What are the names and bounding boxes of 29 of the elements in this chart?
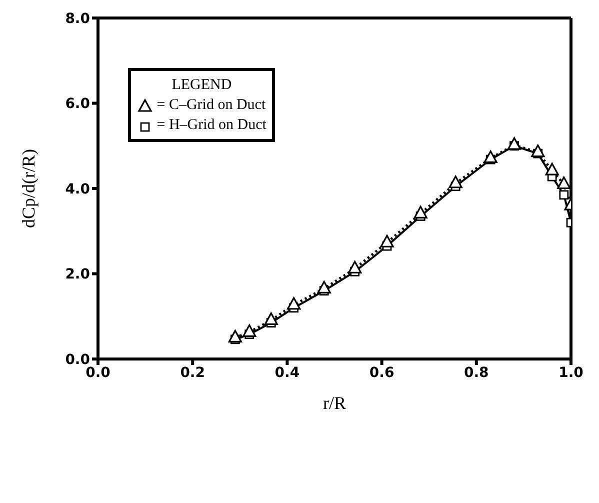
x-tick-label: 1.0 — [558, 364, 584, 381]
point — [287, 297, 301, 310]
y-tick-label: 2.0 — [65, 266, 90, 283]
point — [545, 162, 559, 176]
point — [414, 206, 428, 218]
legend-title: LEGEND — [170, 76, 233, 95]
x-tick-label: 0.8 — [464, 364, 489, 381]
x-tick-label: 0.2 — [180, 364, 206, 381]
point — [484, 150, 498, 164]
point — [380, 234, 394, 248]
legend-label: = C–Grid on Duct — [156, 96, 266, 115]
y-tick-label: 4.0 — [65, 181, 90, 198]
point — [242, 324, 256, 337]
point — [448, 176, 462, 188]
x-tick-label: 0.6 — [369, 364, 394, 381]
point — [531, 144, 545, 158]
legend-label: = H–Grid on Duct — [156, 116, 266, 135]
y-tick-label: 6.0 — [65, 96, 90, 112]
point — [264, 312, 278, 326]
point — [507, 137, 522, 150]
x-tick-label: 0.4 — [274, 364, 300, 381]
point — [348, 260, 362, 274]
y-tick-label: 8.0 — [65, 10, 90, 27]
point — [559, 190, 569, 200]
point — [228, 330, 242, 342]
point — [317, 280, 331, 294]
x-axis-title: r/R — [322, 393, 346, 413]
y-axis-title: dCp/d(r/R) — [18, 149, 38, 228]
point — [557, 176, 571, 190]
